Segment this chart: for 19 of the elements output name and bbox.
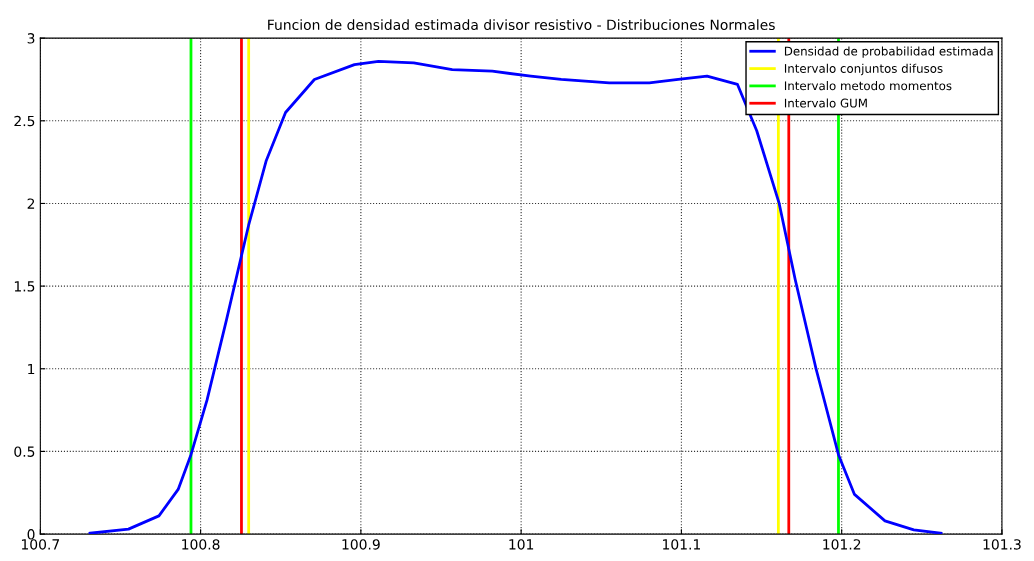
y-tick-label: 3 — [27, 33, 35, 44]
legend-label: Densidad de probabilidad estimada — [784, 46, 993, 58]
x-tick-label: 100.7 — [21, 539, 60, 550]
legend-label: Intervalo GUM — [784, 98, 867, 108]
chart-title: Funcion de densidad estimada divisor resistivo - Distribuciones Normales — [268, 19, 775, 31]
legend-label: Intervalo conjuntos difusos — [784, 63, 943, 76]
y-tick-label: 2.5 — [14, 115, 35, 127]
x-tick-label: 101.1 — [663, 539, 700, 550]
x-tick-label: 101.3 — [983, 539, 1021, 550]
y-tick-label: 2 — [27, 198, 35, 209]
y-tick-label: 1.5 — [14, 281, 35, 292]
y-tick-label: 0.5 — [14, 446, 35, 457]
x-tick-label: 100.8 — [182, 539, 220, 550]
x-tick-label: 101 — [509, 539, 534, 550]
x-tick-label: 100.9 — [342, 539, 380, 550]
legend-label: Intervalo metodo momentos — [784, 81, 952, 91]
x-tick-label: 101.2 — [823, 539, 861, 550]
y-tick-label: 0 — [27, 529, 35, 540]
y-tick-label: 1 — [28, 363, 35, 375]
